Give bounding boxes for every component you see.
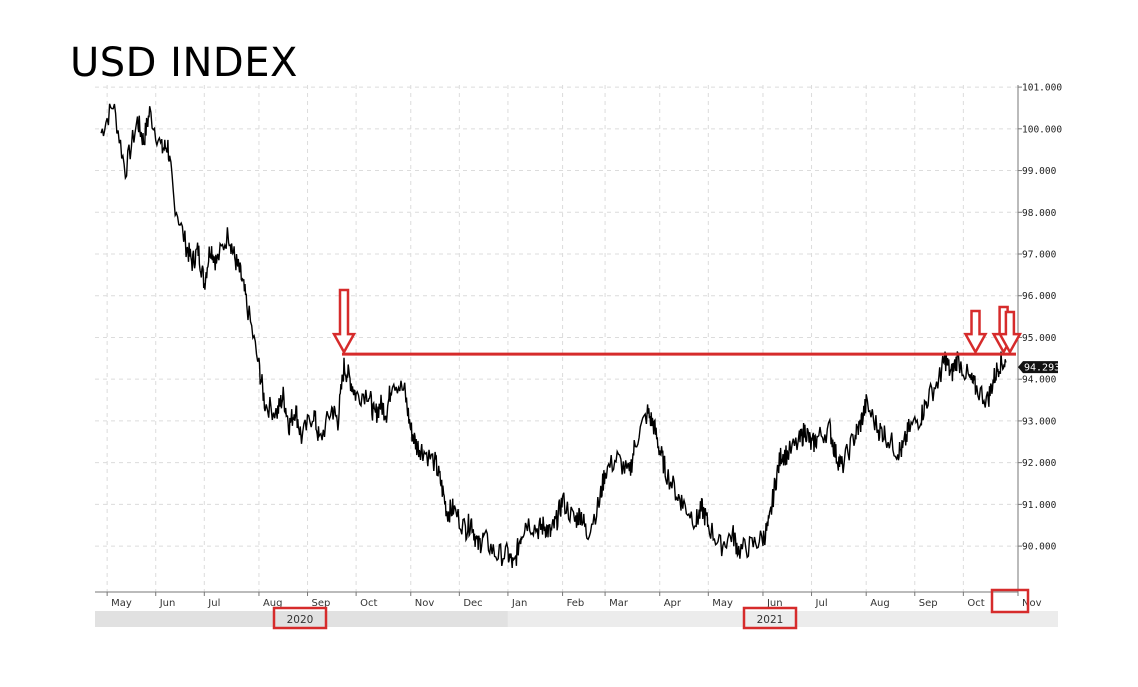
x-tick-label: Jan [511, 598, 527, 609]
y-tick-label: 91.000 [1022, 500, 1057, 511]
year-label: 2021 [757, 614, 784, 626]
price-series-line [100, 103, 1007, 568]
chart-title: USD INDEX [70, 40, 298, 86]
x-tick-label: Aug [870, 598, 890, 609]
x-tick-label: Jun [159, 598, 176, 609]
year-highlight-box [272, 606, 328, 630]
plot-area [100, 103, 1007, 568]
peak-arrow-icon [963, 309, 988, 355]
y-axis: 90.000 91.000 92.000 93.000 94.000 95.000 96.0… [1017, 83, 1062, 592]
last-price-label: 94.293 [1024, 363, 1060, 374]
x-tick-label: Apr [664, 598, 682, 609]
x-tick-label: Oct [967, 598, 984, 609]
y-tick-label: 92.000 [1022, 458, 1057, 469]
x-tick-label: Aug [263, 598, 283, 609]
y-tick-label: 95.000 [1022, 333, 1057, 344]
y-tick-label: 90.000 [1022, 542, 1057, 553]
chart-grid [95, 85, 1019, 592]
year-highlight-box [742, 606, 798, 630]
x-tick-label: Oct [360, 598, 377, 609]
x-tick-label: Jul [815, 598, 828, 609]
x-tick-label: Nov [415, 598, 435, 609]
year-label: 2020 [287, 614, 314, 626]
annotations [272, 288, 1030, 630]
y-tick-label: 101.000 [1022, 83, 1062, 94]
x-tick-label: May [712, 598, 733, 609]
y-tick-label: 96.000 [1022, 291, 1057, 302]
x-tick-label: Feb [567, 598, 585, 609]
last-price-tag [1018, 361, 1058, 374]
x-tick-label: Nov [1022, 598, 1042, 609]
year-strip-2021 [507, 611, 1059, 627]
peak-arrow-icon [331, 288, 357, 355]
x-tick-label: Sep [919, 598, 938, 609]
y-tick-label: 97.000 [1022, 250, 1057, 261]
year-strip-2020 [95, 611, 508, 627]
x-tick-label: May [111, 598, 132, 609]
y-tick-label: 98.000 [1022, 208, 1057, 219]
x-tick-label: Mar [609, 598, 629, 609]
nov-highlight-box [990, 588, 1030, 614]
y-tick-label: 99.000 [1022, 166, 1057, 177]
x-tick-label: Sep [312, 598, 331, 609]
peak-arrow-icon [997, 310, 1023, 355]
y-tick-label: 100.000 [1022, 124, 1062, 135]
x-tick-label: Jul [207, 598, 220, 609]
y-tick-label: 94.000 [1022, 375, 1057, 386]
y-tick-label: 93.000 [1022, 416, 1057, 427]
x-axis: May Jun Jul Aug Sep Oct Nov Dec Jan Feb Mar Apr May J… [95, 591, 1059, 627]
x-tick-label: Jun [766, 598, 783, 609]
x-tick-label: Dec [463, 598, 482, 609]
